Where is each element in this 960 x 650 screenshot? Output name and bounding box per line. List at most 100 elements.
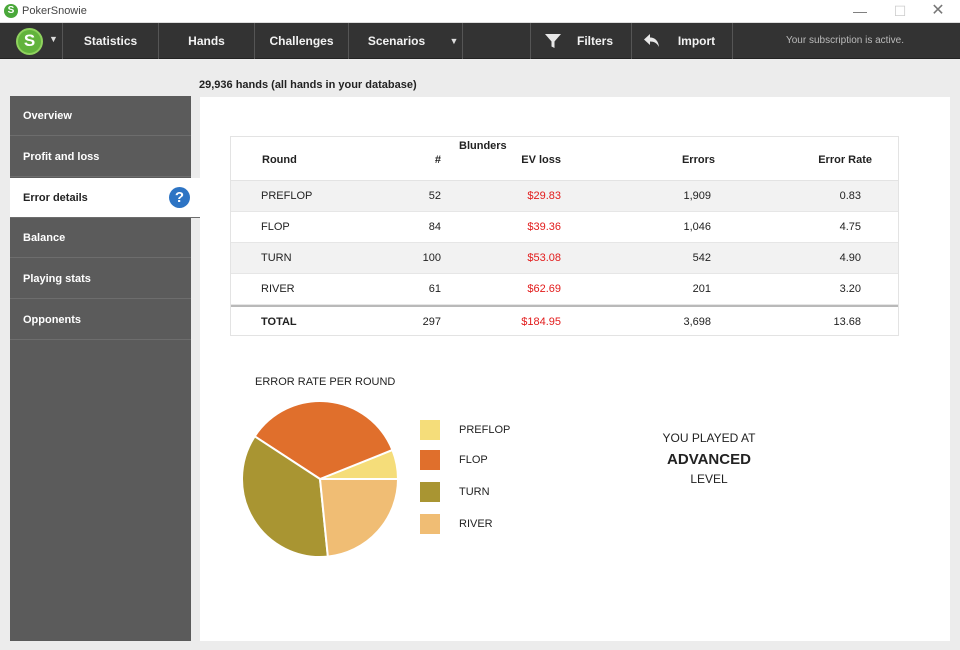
toolbar-divider — [254, 23, 255, 59]
window-title: PokerSnowie — [22, 5, 87, 17]
sidebar-item-balance[interactable]: Balance — [10, 218, 191, 258]
pie-slice-turn — [241, 434, 329, 558]
table-row: FLOP 84 $39.36 1,046 4.75 — [231, 212, 898, 243]
import-label: Import — [677, 34, 716, 48]
column-header-round: Round — [262, 154, 297, 166]
legend-item: TURN — [420, 482, 580, 502]
nav-statistics[interactable]: Statistics — [83, 34, 138, 48]
cell-round: TOTAL — [261, 316, 297, 328]
sidebar-item-label: Opponents — [23, 314, 82, 326]
sidebar-item-profit-and-loss[interactable]: Profit and loss — [10, 137, 191, 177]
cell-round: TURN — [261, 252, 292, 264]
legend-item: FLOP — [420, 450, 580, 470]
legend-item: PREFLOP — [420, 420, 580, 440]
table-row: RIVER 61 $62.69 201 3.20 — [231, 274, 898, 305]
column-header-count: # — [434, 154, 441, 166]
sidebar-item-label: Playing stats — [23, 273, 91, 285]
subscription-status: Your subscription is active. — [785, 35, 905, 46]
error-details-table: Blunders Round # EV loss Errors Error Ra… — [230, 136, 899, 336]
legend-label: TURN — [459, 486, 490, 498]
blunders-group-header: Blunders — [459, 140, 507, 152]
cell-blunder-count: 52 — [428, 190, 441, 202]
level-value: ADVANCED — [667, 451, 751, 468]
minimize-icon[interactable]: — — [853, 3, 867, 19]
toolbar-divider — [158, 23, 159, 59]
toolbar-divider — [462, 23, 463, 59]
pie-slice-river — [318, 478, 400, 558]
toolbar-divider — [631, 23, 632, 59]
stats-sidebar: Overview Profit and loss Error details ?… — [10, 96, 213, 641]
level-suffix: LEVEL — [690, 472, 728, 486]
column-header-errors: Errors — [681, 154, 715, 166]
sidebar-item-label: Error details — [23, 192, 88, 204]
sidebar-item-label: Profit and loss — [23, 151, 100, 163]
cell-errors: 1,046 — [683, 221, 711, 233]
snowie-menu-logo-icon[interactable]: S — [16, 28, 43, 55]
cell-error-rate: 0.83 — [839, 190, 861, 202]
column-header-ev-loss: EV loss — [521, 154, 561, 166]
cell-errors: 201 — [692, 283, 711, 295]
sidebar-item-opponents[interactable]: Opponents — [10, 300, 191, 340]
nav-challenges[interactable]: Challenges — [269, 34, 334, 48]
sidebar-item-label: Balance — [23, 232, 66, 244]
cell-errors: 1,909 — [683, 190, 711, 202]
cell-error-rate: 4.90 — [839, 252, 861, 264]
nav-scenarios[interactable]: Scenarios — [367, 34, 426, 48]
filters-label: Filters — [576, 34, 613, 48]
cell-error-rate: 3.20 — [839, 283, 861, 295]
filters-button[interactable]: Filters — [531, 23, 631, 59]
app-logo-icon: S — [4, 4, 18, 18]
cell-ev-loss: $62.69 — [527, 283, 561, 295]
legend-swatch — [420, 514, 440, 534]
main-toolbar: S ▼ Statistics Hands Challenges Scenario… — [0, 23, 960, 59]
cell-ev-loss: $39.36 — [527, 221, 561, 233]
table-total-row: TOTAL 297 $184.95 3,698 13.68 — [231, 305, 898, 336]
cell-ev-loss: $29.83 — [527, 190, 561, 202]
table-header: Blunders Round # EV loss Errors Error Ra… — [231, 137, 898, 181]
legend-item: RIVER — [420, 514, 580, 534]
legend-swatch — [420, 482, 440, 502]
maximize-icon[interactable]: ☐ — [893, 3, 907, 19]
import-button[interactable]: Import — [632, 23, 732, 59]
cell-blunder-count: 100 — [422, 252, 441, 264]
pie-slice-flop — [253, 400, 394, 481]
title-bar: S PokerSnowie — ☐ ✕ — [0, 0, 960, 23]
help-icon[interactable]: ? — [169, 187, 190, 208]
cell-round: RIVER — [261, 283, 295, 295]
toolbar-divider — [732, 23, 733, 59]
cell-errors: 542 — [692, 252, 711, 264]
legend-swatch — [420, 420, 440, 440]
import-arrow-icon — [644, 34, 659, 47]
cell-error-rate: 13.68 — [833, 316, 861, 328]
legend-label: RIVER — [459, 518, 493, 530]
cell-errors: 3,698 — [683, 316, 711, 328]
legend-label: FLOP — [459, 454, 488, 466]
legend-swatch — [420, 450, 440, 470]
sidebar-item-error-details[interactable]: Error details ? — [10, 178, 213, 218]
toolbar-divider — [530, 23, 531, 59]
level-prefix: YOU PLAYED AT — [662, 431, 756, 445]
toolbar-divider — [348, 23, 349, 59]
scenarios-chevron-down-icon[interactable]: ▼ — [449, 36, 459, 46]
filter-icon — [545, 34, 561, 48]
table-row: PREFLOP 52 $29.83 1,909 0.83 — [231, 181, 898, 212]
legend-label: PREFLOP — [459, 424, 511, 436]
chart-title: ERROR RATE PER ROUND — [255, 376, 396, 388]
error-rate-pie-chart — [241, 400, 400, 558]
sidebar-item-label: Overview — [23, 110, 72, 122]
cell-error-rate: 4.75 — [839, 221, 861, 233]
table-row: TURN 100 $53.08 542 4.90 — [231, 243, 898, 274]
chevron-down-icon[interactable]: ▼ — [49, 34, 58, 44]
sidebar-item-overview[interactable]: Overview — [10, 96, 191, 136]
cell-ev-loss: $53.08 — [527, 252, 561, 264]
close-icon[interactable]: ✕ — [931, 2, 945, 19]
error-details-panel: Blunders Round # EV loss Errors Error Ra… — [200, 97, 950, 641]
cell-round: FLOP — [261, 221, 290, 233]
cell-blunder-count: 61 — [428, 283, 441, 295]
nav-hands[interactable]: Hands — [188, 34, 225, 48]
cell-blunder-count: 297 — [422, 316, 441, 328]
cell-ev-loss: $184.95 — [521, 316, 561, 328]
cell-round: PREFLOP — [261, 190, 313, 202]
cell-blunder-count: 84 — [428, 221, 441, 233]
sidebar-item-playing-stats[interactable]: Playing stats — [10, 259, 191, 299]
